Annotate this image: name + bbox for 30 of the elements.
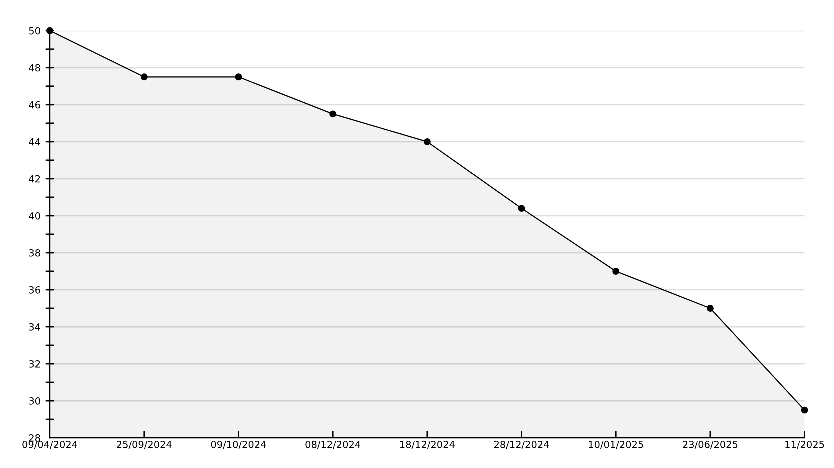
y-tick-label: 38 bbox=[29, 249, 40, 257]
y-tick-label: 48 bbox=[29, 64, 40, 72]
x-tick-label: 23/06/2025 bbox=[683, 440, 738, 450]
y-tick-label: 34 bbox=[29, 323, 40, 331]
point bbox=[424, 138, 431, 146]
y-tick-label: 36 bbox=[29, 286, 40, 294]
x-tick-label: 28/12/2024 bbox=[494, 440, 550, 450]
y-tick-label: 32 bbox=[29, 360, 40, 368]
x-tick-label: 08/12/2024 bbox=[306, 440, 361, 450]
x-tick-label: 10/01/2025 bbox=[589, 440, 644, 450]
point bbox=[801, 406, 808, 414]
point bbox=[706, 305, 714, 312]
point bbox=[612, 268, 620, 275]
point bbox=[235, 74, 242, 81]
x-tick-label: 25/09/2024 bbox=[117, 440, 172, 450]
y-tick-label: 42 bbox=[29, 175, 40, 183]
x-tick-label: 11/2025 bbox=[786, 440, 824, 450]
y-tick-label: 44 bbox=[29, 138, 40, 146]
y-tick-label: 30 bbox=[29, 398, 40, 405]
x-tick-label: 09/04/2024 bbox=[22, 440, 78, 450]
y-tick-label: 46 bbox=[29, 101, 40, 109]
point bbox=[518, 205, 526, 212]
y-tick-label: 28 bbox=[29, 434, 40, 442]
x-tick-label: 09/10/2024 bbox=[211, 440, 266, 450]
point bbox=[330, 110, 337, 118]
point bbox=[46, 27, 54, 34]
y-tick-label: 40 bbox=[29, 212, 40, 220]
x-tick-label: 18/12/2024 bbox=[400, 440, 455, 450]
y-tick-label: 50 bbox=[29, 27, 40, 35]
point bbox=[140, 74, 148, 81]
